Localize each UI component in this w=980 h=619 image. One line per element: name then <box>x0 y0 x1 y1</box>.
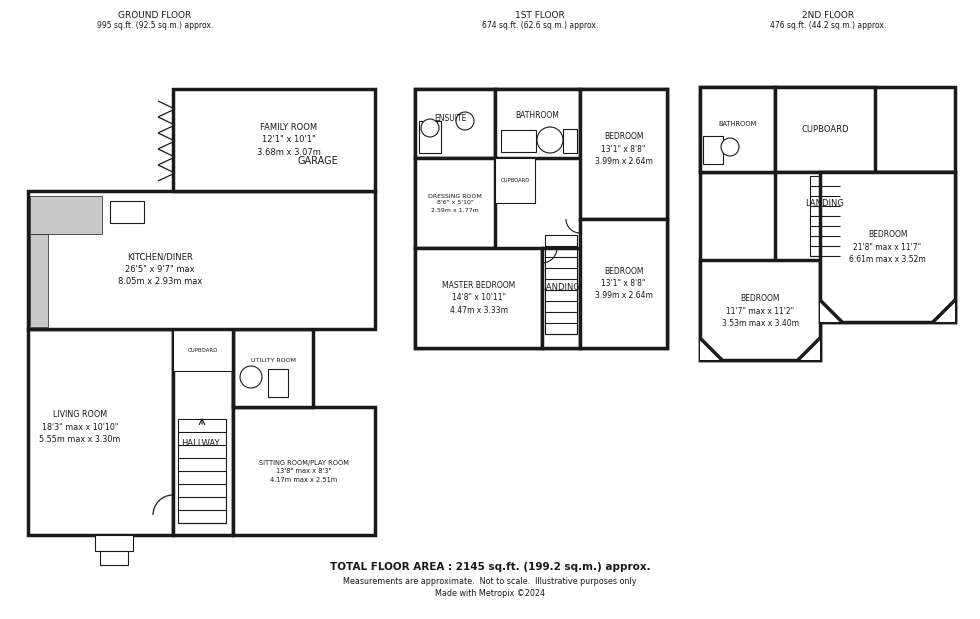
Bar <box>700 87 775 172</box>
Bar <box>495 158 535 203</box>
Bar <box>700 87 955 172</box>
Text: HALLWAY: HALLWAY <box>180 439 220 449</box>
Text: ENSUITE: ENSUITE <box>434 114 466 123</box>
Text: CUPBOARD: CUPBOARD <box>501 178 529 183</box>
Bar <box>30 234 48 327</box>
Bar <box>28 191 375 329</box>
Bar <box>233 407 375 535</box>
Text: 995 sq.ft. (92.5 sq.m.) approx.: 995 sq.ft. (92.5 sq.m.) approx. <box>97 20 213 30</box>
Circle shape <box>240 366 262 388</box>
Text: TOTAL FLOOR AREA : 2145 sq.ft. (199.2 sq.m.) approx.: TOTAL FLOOR AREA : 2145 sq.ft. (199.2 sq… <box>329 562 651 572</box>
Bar <box>700 172 820 360</box>
Bar <box>178 419 226 523</box>
Text: GROUND FLOOR: GROUND FLOOR <box>119 11 192 20</box>
Circle shape <box>456 112 474 130</box>
Text: BATHROOM: BATHROOM <box>515 111 560 120</box>
Bar <box>415 158 495 248</box>
Bar <box>810 176 840 256</box>
Bar <box>30 196 102 234</box>
Text: FAMILY ROOM
12'1" x 10'1"
3.68m x 3.07m: FAMILY ROOM 12'1" x 10'1" 3.68m x 3.07m <box>257 123 320 157</box>
Bar <box>173 329 233 535</box>
Bar <box>415 248 542 348</box>
Bar <box>28 329 173 535</box>
Bar <box>419 121 441 153</box>
Bar <box>100 551 128 565</box>
Text: BEDROOM
11'7" max x 11'2"
3.53m max x 3.40m: BEDROOM 11'7" max x 11'2" 3.53m max x 3.… <box>721 294 799 328</box>
Text: MASTER BEDROOM
14'8" x 10'11"
4.47m x 3.33m: MASTER BEDROOM 14'8" x 10'11" 4.47m x 3.… <box>442 281 515 315</box>
Text: KITCHEN/DINER
26'5" x 9'7" max
8.05m x 2.93m max: KITCHEN/DINER 26'5" x 9'7" max 8.05m x 2… <box>118 252 202 286</box>
Bar <box>173 329 233 371</box>
Bar <box>233 329 313 407</box>
Text: 1ST FLOOR: 1ST FLOOR <box>515 11 564 20</box>
Bar <box>580 89 667 219</box>
Bar <box>775 172 875 262</box>
Polygon shape <box>258 92 368 230</box>
Bar <box>703 136 723 164</box>
Bar <box>798 338 820 360</box>
Bar <box>580 219 667 348</box>
Bar <box>501 130 536 152</box>
Bar <box>95 535 133 551</box>
Text: DRESSING ROOM
8'6" x 5'10"
2.59m x 1.77m: DRESSING ROOM 8'6" x 5'10" 2.59m x 1.77m <box>428 194 482 212</box>
Text: LIVING ROOM
18'3" max x 10'10"
5.55m max x 3.30m: LIVING ROOM 18'3" max x 10'10" 5.55m max… <box>39 410 121 444</box>
Text: BATHROOM: BATHROOM <box>718 121 757 128</box>
Text: CUPBOARD: CUPBOARD <box>188 347 219 352</box>
Text: Measurements are approximate.  Not to scale.  Illustrative purposes only: Measurements are approximate. Not to sca… <box>343 576 637 586</box>
Text: UTILITY ROOM: UTILITY ROOM <box>251 358 296 363</box>
Text: BEDROOM
13'1" x 8'8"
3.99m x 2.64m: BEDROOM 13'1" x 8'8" 3.99m x 2.64m <box>595 267 653 300</box>
Bar <box>415 89 667 348</box>
Text: GARAGE: GARAGE <box>298 156 338 166</box>
Text: BEDROOM
21'8" max x 11'7"
6.61m max x 3.52m: BEDROOM 21'8" max x 11'7" 6.61m max x 3.… <box>849 230 926 264</box>
Circle shape <box>421 119 439 137</box>
Text: Made with Metropix ©2024: Made with Metropix ©2024 <box>435 589 545 597</box>
Bar <box>563 129 577 153</box>
Bar <box>820 172 955 322</box>
Bar <box>542 248 580 348</box>
Bar <box>495 89 580 158</box>
Text: CUPBOARD: CUPBOARD <box>802 125 849 134</box>
Circle shape <box>537 127 563 153</box>
Text: BEDROOM
13'1" x 8'8"
3.99m x 2.64m: BEDROOM 13'1" x 8'8" 3.99m x 2.64m <box>595 132 653 166</box>
Bar <box>700 260 820 360</box>
Text: LANDING: LANDING <box>806 199 845 208</box>
Bar <box>820 172 955 322</box>
Bar <box>268 369 288 397</box>
Bar <box>173 89 375 191</box>
Text: 2ND FLOOR: 2ND FLOOR <box>802 11 854 20</box>
Text: 476 sq.ft. (44.2 sq.m.) approx.: 476 sq.ft. (44.2 sq.m.) approx. <box>770 20 886 30</box>
Text: SITTING ROOM/PLAY ROOM
13'8" max x 8'3"
4.17m max x 2.51m: SITTING ROOM/PLAY ROOM 13'8" max x 8'3" … <box>259 459 349 482</box>
Bar <box>700 338 722 360</box>
Bar <box>545 235 577 334</box>
Circle shape <box>721 138 739 156</box>
Bar <box>415 89 495 158</box>
Text: LANDING: LANDING <box>542 284 580 293</box>
Text: 674 sq.ft. (62.6 sq.m.) approx.: 674 sq.ft. (62.6 sq.m.) approx. <box>482 20 598 30</box>
Bar <box>775 87 875 172</box>
Bar <box>933 300 955 322</box>
Bar <box>110 201 144 223</box>
Bar <box>820 300 842 322</box>
